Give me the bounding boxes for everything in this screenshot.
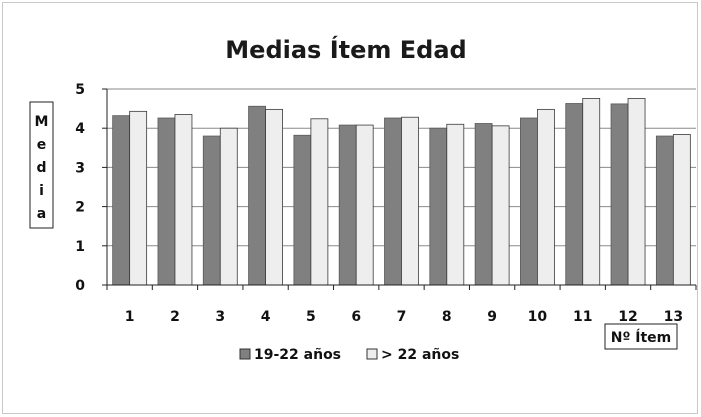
x-tick-label: 12 xyxy=(618,309,637,325)
bars xyxy=(112,98,691,286)
x-tick-label: 4 xyxy=(261,309,271,325)
bar-series1-item-1 xyxy=(112,115,131,286)
legend: 19-22 años > 22 años xyxy=(239,347,459,363)
bar-series1-item-4 xyxy=(248,105,266,286)
bar-series1-item-9 xyxy=(474,123,493,286)
bar-series1-item-11 xyxy=(565,103,584,286)
axes xyxy=(106,89,696,286)
x-tick-label: 10 xyxy=(528,309,548,325)
bar-series2-item-7 xyxy=(401,116,419,286)
bar-series1-item-5 xyxy=(293,134,312,286)
x-tick-label: 5 xyxy=(306,309,316,325)
x-tick-label: 8 xyxy=(442,309,452,325)
y-tick-label: 4 xyxy=(75,121,85,137)
bar-series2-item-11 xyxy=(582,98,601,286)
x-tick-label: 7 xyxy=(397,309,407,325)
bar-series1-item-8 xyxy=(429,127,448,286)
bar-series2-item-6 xyxy=(355,124,374,286)
bar-series1-item-12 xyxy=(610,103,629,286)
bar-series2-item-3 xyxy=(219,127,238,286)
bar-series1-item-2 xyxy=(157,117,176,286)
x-tick-label: 13 xyxy=(664,309,683,325)
y-tick-label: 2 xyxy=(75,200,85,216)
legend-swatch xyxy=(239,348,251,360)
y-tick-label: 3 xyxy=(75,160,85,176)
x-axis-ticks: 1 2 3 4 5 6 7 8 9 10 11 12 13 xyxy=(106,285,697,325)
x-tick-label: 6 xyxy=(351,309,361,325)
bar-series2-item-4 xyxy=(265,108,283,286)
bar-series2-item-5 xyxy=(310,118,329,286)
legend-swatch xyxy=(366,348,378,360)
bar-series1-item-10 xyxy=(520,117,538,286)
x-axis-title-box: Nº Ítem xyxy=(604,323,678,350)
bar-series2-item-8 xyxy=(446,123,465,286)
x-tick-label: 2 xyxy=(170,309,180,325)
x-tick-label: 9 xyxy=(487,309,497,325)
bar-series1-item-3 xyxy=(202,135,221,286)
bar-series2-item-10 xyxy=(537,108,555,286)
bar-series1-item-7 xyxy=(384,117,402,286)
chart-title: Medias Ítem Edad xyxy=(225,35,466,64)
x-tick-label: 11 xyxy=(573,309,592,325)
x-tick-label: 3 xyxy=(215,309,225,325)
bar-series2-item-1 xyxy=(129,110,148,286)
x-tick-label: 1 xyxy=(125,309,135,325)
y-tick-label: 5 xyxy=(75,82,85,98)
y-tick-label: 1 xyxy=(75,239,85,255)
bar-series1-item-13 xyxy=(655,135,674,286)
bar-series2-item-9 xyxy=(491,125,510,286)
bar-series2-item-12 xyxy=(627,98,646,286)
legend-label: > 22 años xyxy=(381,347,459,363)
legend-label: 19-22 años xyxy=(254,347,341,363)
bar-series1-item-6 xyxy=(338,124,357,286)
bar-series2-item-13 xyxy=(672,134,691,286)
bar-series2-item-2 xyxy=(174,114,193,286)
y-axis-ticks: 0 1 2 3 4 5 xyxy=(75,82,107,294)
x-axis-title: Nº Ítem xyxy=(611,329,671,346)
y-tick-label: 0 xyxy=(75,278,85,294)
